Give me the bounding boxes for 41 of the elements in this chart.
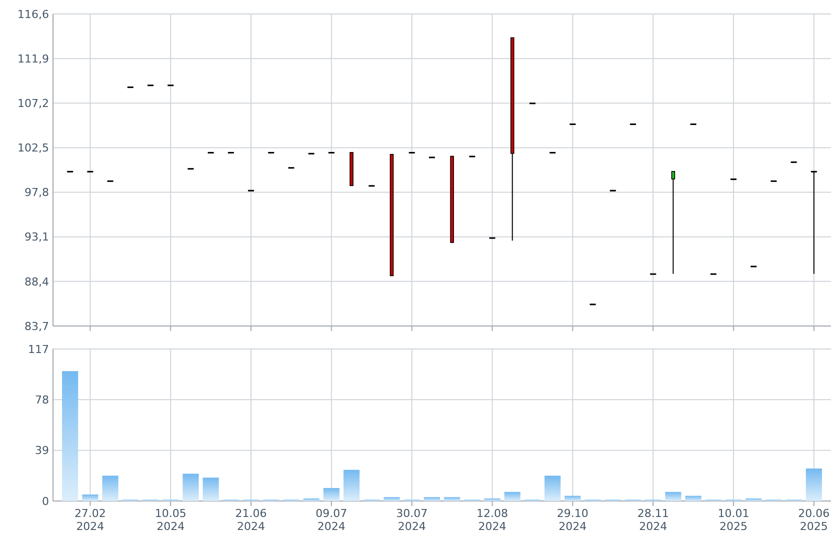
bar	[182, 474, 199, 501]
x-tick-label: 09.07 2024	[316, 507, 348, 533]
x-tick-label: 12.08 2024	[476, 507, 508, 533]
y-tick-label: 93,1	[24, 230, 49, 244]
bar	[685, 496, 702, 501]
bar	[504, 492, 520, 501]
bar	[665, 492, 682, 501]
y-tick-label: 107,2	[18, 96, 49, 110]
x-tick-label: 28.11 2024	[637, 507, 669, 533]
bar	[444, 497, 460, 501]
x-tick-label: 30.07 2024	[396, 507, 428, 533]
y-tick-label: 39	[35, 444, 49, 458]
y-tick-label: 88,4	[24, 275, 49, 288]
x-tick-label: 27.02 2024	[74, 507, 106, 533]
bar	[564, 496, 581, 501]
bar	[303, 498, 320, 501]
bar	[544, 476, 561, 501]
bar	[202, 478, 219, 501]
bar	[343, 470, 360, 501]
y-tick-label: 102,5	[18, 142, 49, 155]
bar	[62, 371, 78, 501]
y-tick-label: 83,7	[24, 320, 49, 333]
x-tick-label: 10.05 2024	[154, 507, 186, 533]
x-tick-label: 10.01 2025	[718, 507, 750, 533]
bar	[384, 497, 400, 501]
bar	[82, 494, 98, 501]
y-tick-label: 78	[35, 394, 49, 407]
bar	[102, 476, 118, 501]
y-tick-label: 111,9	[18, 52, 49, 66]
bar	[746, 498, 762, 501]
y-tick-label: 116,6	[18, 8, 49, 21]
bar	[484, 498, 500, 501]
x-tick-label: 20.06 2025	[798, 507, 830, 533]
x-tick-label: 21.06 2024	[235, 507, 267, 533]
bar	[806, 468, 822, 501]
x-tick-label: 29.10 2024	[556, 507, 588, 533]
bar	[323, 488, 340, 501]
bar	[424, 497, 440, 501]
y-tick-label: 97,8	[24, 186, 49, 200]
y-tick-label: 117	[28, 342, 49, 356]
y-tick-label: 0	[42, 494, 49, 508]
